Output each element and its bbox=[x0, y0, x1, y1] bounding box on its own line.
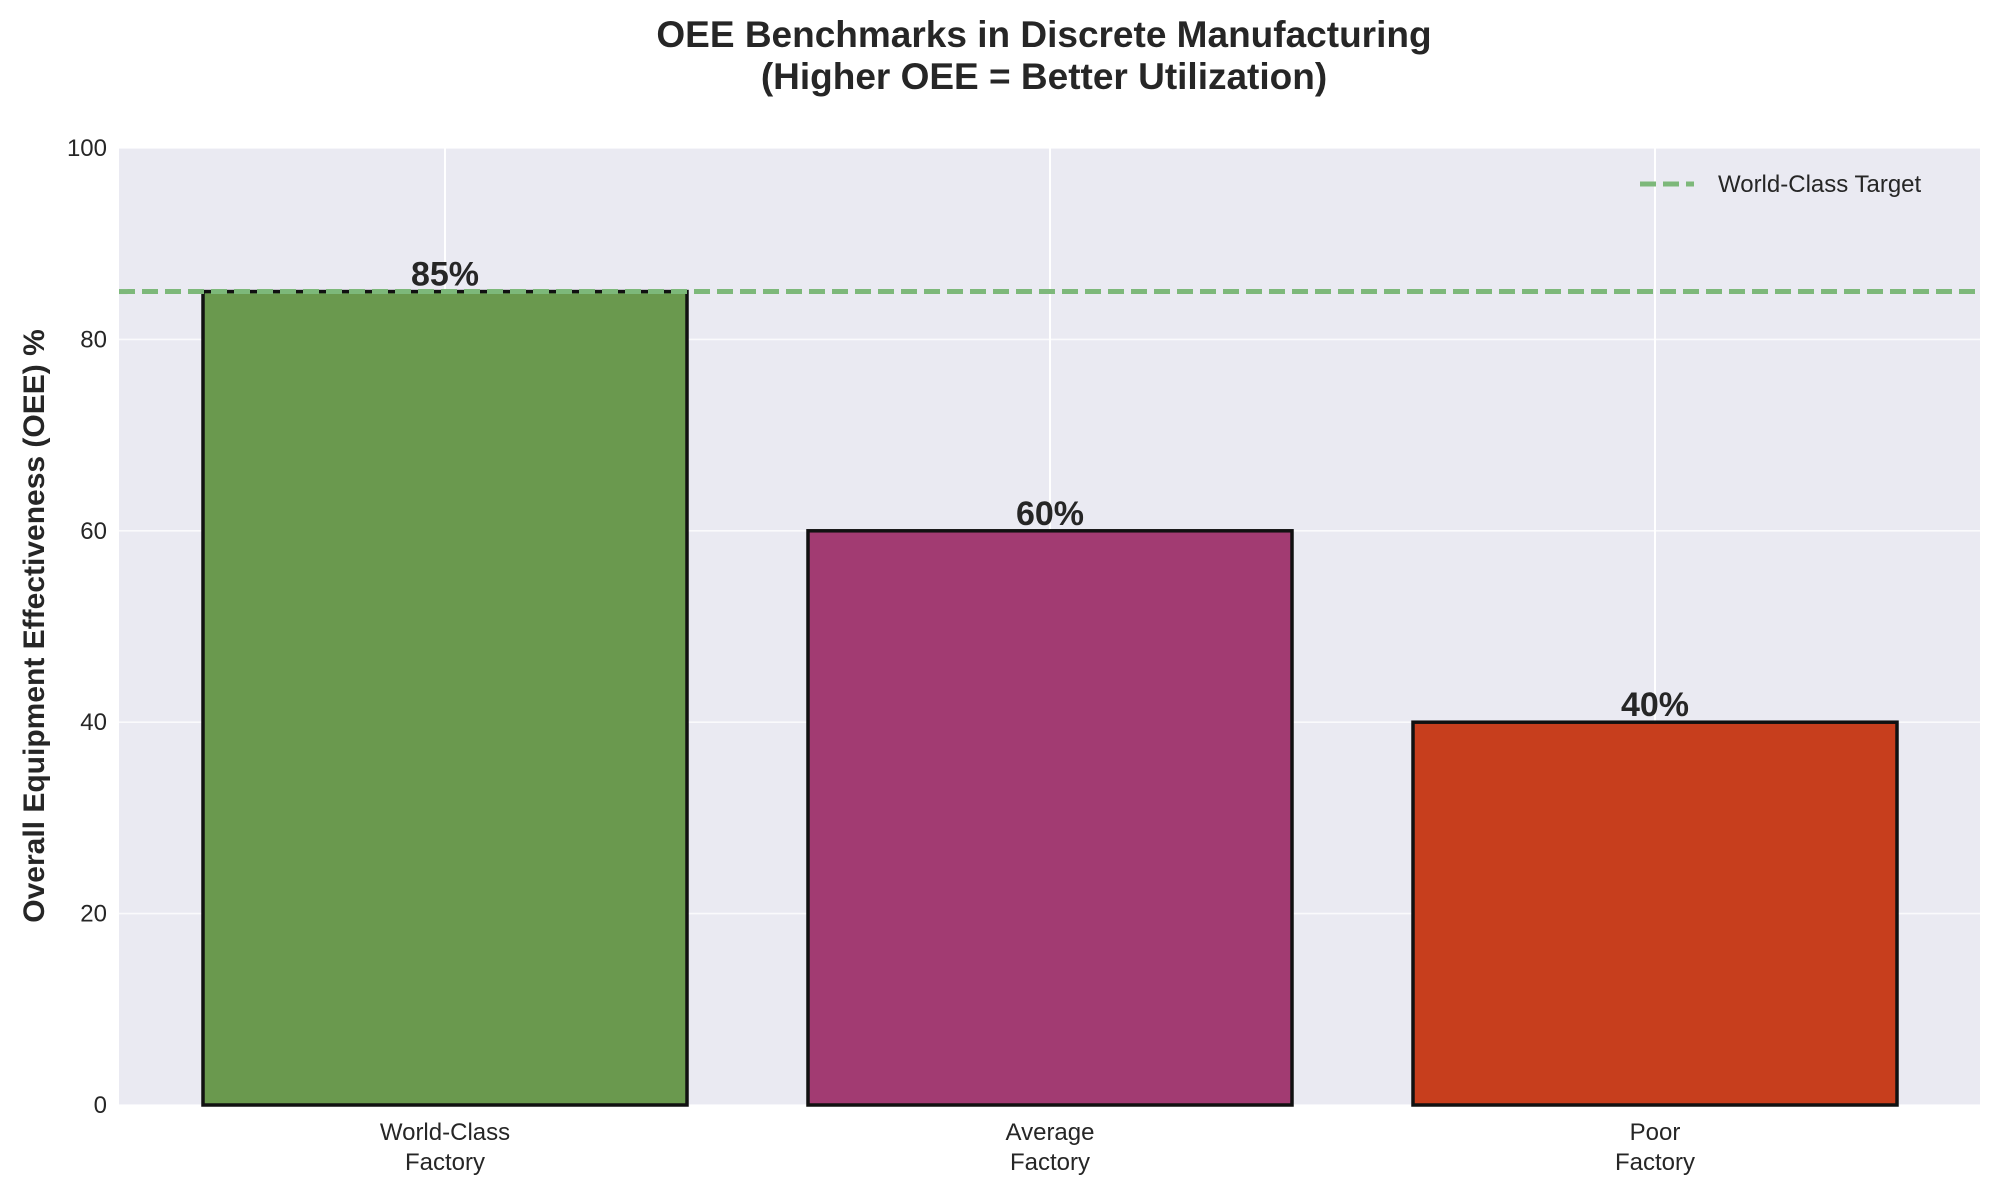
bar-0 bbox=[201, 289, 689, 1107]
y-axis-ticks: 0 20 40 60 80 100 bbox=[67, 135, 107, 1119]
bar-value-labels: 85% 60% 40% bbox=[411, 256, 1689, 725]
bars bbox=[201, 289, 1899, 1107]
x-tick-label: Factory bbox=[1615, 1149, 1695, 1176]
legend: World-Class Target bbox=[1640, 171, 1922, 198]
x-tick-label: Poor bbox=[1630, 1119, 1681, 1146]
y-tick-label: 100 bbox=[67, 135, 107, 162]
chart-title: OEE Benchmarks in Discrete Manufacturing bbox=[656, 14, 1431, 55]
bar-2 bbox=[1411, 720, 1899, 1107]
y-tick-label: 40 bbox=[80, 709, 107, 736]
y-tick-label: 0 bbox=[94, 1092, 107, 1119]
bar-value-label: 85% bbox=[411, 256, 479, 294]
x-tick-label: World-Class bbox=[380, 1119, 510, 1146]
x-tick-label: Factory bbox=[405, 1149, 485, 1176]
x-tick-label: Average bbox=[1006, 1119, 1095, 1146]
x-tick-label: Factory bbox=[1010, 1149, 1090, 1176]
bar-value-label: 60% bbox=[1016, 495, 1084, 533]
y-axis-label: Overall Equipment Effectiveness (OEE) % bbox=[18, 329, 51, 923]
bar-value-label: 40% bbox=[1621, 686, 1689, 724]
x-axis-ticks: World-Class Factory Average Factory Poor Fact… bbox=[380, 1119, 1695, 1176]
y-tick-label: 80 bbox=[80, 326, 107, 353]
bar-1 bbox=[806, 529, 1294, 1107]
y-tick-label: 20 bbox=[80, 901, 107, 928]
legend-label: World-Class Target bbox=[1718, 171, 1922, 198]
chart-subtitle: (Higher OEE = Better Utilization) bbox=[761, 56, 1327, 97]
y-tick-label: 60 bbox=[80, 518, 107, 545]
